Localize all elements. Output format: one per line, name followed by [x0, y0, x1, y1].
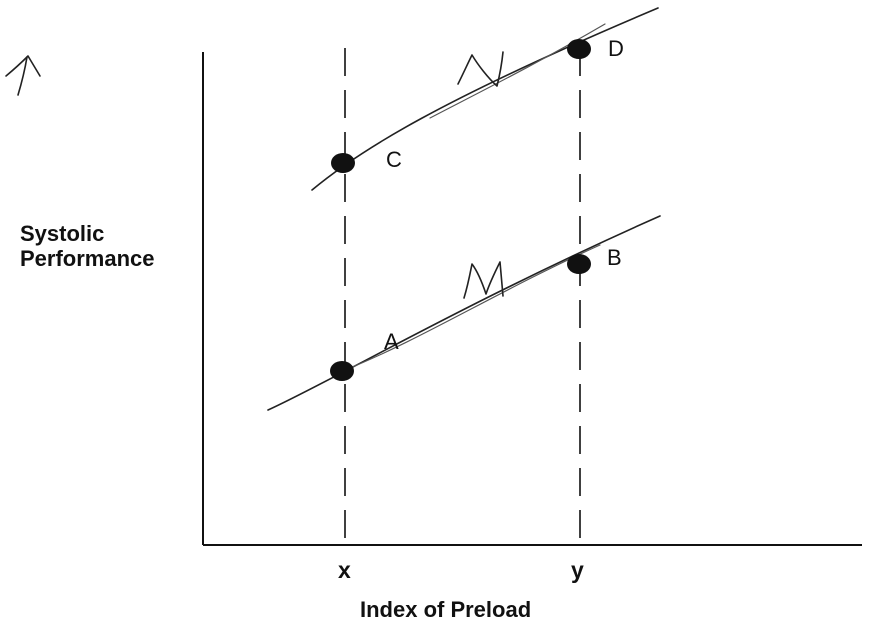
point-a-label: A — [384, 329, 399, 354]
point-c-label: C — [386, 147, 402, 172]
curve-n — [311, 7, 659, 191]
x-tick-label-x: x — [338, 557, 351, 583]
y-axis-title-line-2: Performance — [20, 246, 155, 271]
handwritten-n-label — [457, 51, 504, 87]
y-axis-title-line-1: Systolic — [20, 221, 104, 246]
point-a-dot — [330, 361, 354, 381]
curve-m — [267, 215, 661, 411]
point-c-dot — [331, 153, 355, 173]
x-tick-label-y: y — [571, 557, 584, 583]
point-b-label: B — [607, 245, 622, 270]
handwritten-up-arrow-icon — [5, 55, 41, 96]
point-d-dot — [567, 39, 591, 59]
point-d-label: D — [608, 36, 624, 61]
point-b-dot — [567, 254, 591, 274]
x-axis-title: Index of Preload — [360, 597, 531, 622]
handwritten-m-label — [463, 261, 504, 299]
